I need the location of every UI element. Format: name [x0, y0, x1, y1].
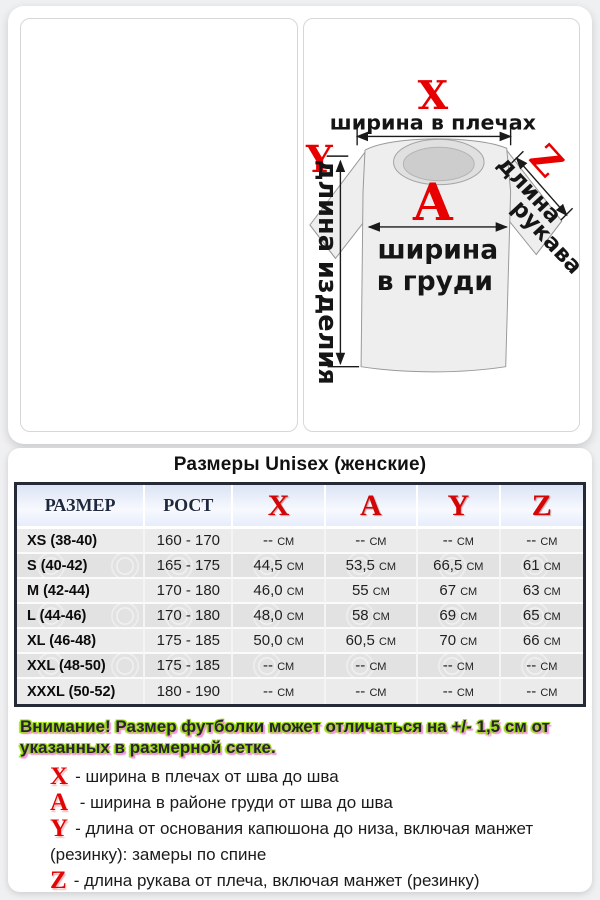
legend-letter-x: X: [50, 763, 69, 790]
col-header-x: X: [231, 485, 324, 529]
col-header-y: Y: [415, 485, 499, 529]
table-row: XXL (48-50) 175 - 185 -- см -- см -- см …: [17, 654, 583, 679]
size-diagram-card[interactable]: X ширина в плечах Y длина изделия Z длин…: [302, 18, 580, 432]
diagram-a-label-2: в груди: [376, 266, 492, 297]
measurement-legend: X - ширина в плечах от шва до шва A - шир…: [14, 762, 586, 894]
legend-letter-z: Z: [50, 867, 67, 894]
col-header-z: Z: [498, 485, 583, 529]
product-images-panel: X ширина в плечах Y длина изделия Z длин…: [8, 6, 592, 444]
tshirt-measurement-diagram: X ширина в плечах Y длина изделия Z длин…: [304, 73, 579, 385]
product-image-placeholder[interactable]: [20, 18, 298, 432]
diagram-y-letter: Y: [304, 137, 333, 181]
table-row: S (40-42) 165 - 175 44,5 см 53,5 см 66,5…: [17, 554, 583, 579]
legend-letter-a: A: [50, 789, 69, 816]
diagram-x-letter: X: [417, 73, 448, 119]
col-header-size: РАЗМЕР: [17, 485, 144, 529]
table-row: M (42-44) 170 - 180 46,0 см 55 см 67 см …: [17, 579, 583, 604]
table-row: XS (38-40) 160 - 170 -- см -- см -- см -…: [17, 529, 583, 554]
legend-text-y: - длина от основания капюшона до низа, в…: [50, 819, 534, 864]
legend-letter-y: Y: [50, 815, 69, 842]
size-table-header-row: РАЗМЕР РОСТ X A Y Z: [17, 485, 583, 529]
size-table-title: Размеры Unisex (женские): [173, 454, 427, 475]
legend-text-x: - ширина в плечах от шва до шва: [75, 767, 339, 786]
legend-item-z: Z - длина рукава от плеча, включая манжет…: [50, 868, 546, 894]
table-row: XL (46-48) 175 - 185 50,0 см 60,5 см 70 …: [17, 629, 583, 654]
diagram-a-label-1: ширина: [377, 234, 498, 265]
size-table: РАЗМЕР РОСТ X A Y Z XS (38-40) 160 - 170…: [14, 482, 586, 707]
size-warning-note: Внимание! Размер футболки может отличать…: [20, 717, 550, 757]
legend-item-x: X - ширина в плечах от шва до шва: [50, 764, 546, 790]
legend-item-y: Y- длина от основания капюшона до низа, …: [50, 816, 546, 868]
diagram-y-label: длина изделия: [311, 160, 341, 385]
col-header-a: A: [323, 485, 416, 529]
legend-text-z: - длина рукава от плеча, включая манжет …: [73, 871, 480, 890]
diagram-a-letter: A: [412, 173, 454, 233]
legend-text-a: - ширина в районе груди от шва до шва: [75, 793, 393, 812]
table-row: L (44-46) 170 - 180 48,0 см 58 см 69 см …: [17, 604, 583, 629]
diagram-x-label: ширина в плечах: [329, 111, 536, 135]
col-header-rost: РОСТ: [143, 485, 232, 529]
legend-item-a: A - ширина в районе груди от шва до шва: [50, 790, 546, 816]
table-row: XXXL (50-52) 180 - 190 -- см -- см -- см…: [17, 679, 583, 704]
size-chart-panel: Размеры Unisex (женские) РАЗМЕР РОСТ X A…: [8, 448, 592, 894]
